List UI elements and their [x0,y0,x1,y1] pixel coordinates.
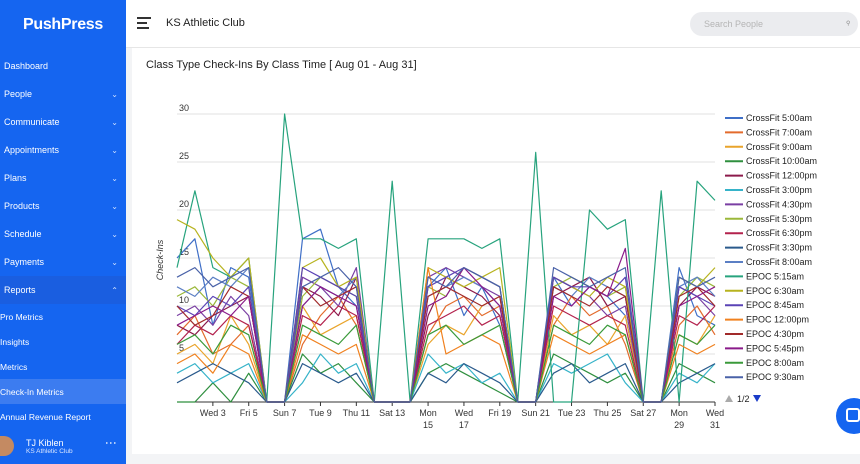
sidebar: PushPress Dashboard People ⌄ Communicate ⌄ Ap… [0,0,126,464]
sidebar-item-label: Schedule [4,229,42,239]
sidebar-item-label: Dashboard [4,61,49,71]
sidebar-item-people[interactable]: People ⌄ [0,80,126,108]
legend-entry[interactable]: CrossFit 5:30pm [746,214,812,224]
y-tick-label: 25 [179,151,189,161]
menu-icon[interactable] [137,17,151,29]
user-profile[interactable]: TJ Kiblen KS Athletic Club ⋮ [0,428,126,464]
y-tick-label: 5 [179,343,184,353]
sidebar-item-label: Payments [4,257,45,267]
legend-next-arrow[interactable] [753,395,761,402]
legend-entry[interactable]: CrossFit 8:00am [746,257,812,267]
legend-page-indicator: 1/2 [737,394,750,404]
sidebar-item-label: Reports [4,285,36,295]
legend-entry[interactable]: CrossFit 9:00am [746,142,812,152]
x-tick-label: 17 [459,420,469,430]
avatar[interactable] [0,436,14,456]
pushpress-logo[interactable]: PushPress [22,16,103,33]
legend-entry[interactable]: CrossFit 6:30pm [746,228,812,238]
search-icon[interactable]: ⚲ [846,21,851,27]
legend-entry[interactable]: EPOC 9:30am [746,372,804,382]
legend-entry[interactable]: EPOC 4:30pm [746,329,804,339]
x-tick-label: Mon [419,408,437,418]
x-tick-label: Sat 13 [379,408,405,418]
x-tick-label: Wed [455,408,473,418]
sidebar-item-label: Products [4,201,40,211]
x-tick-label: Thu 11 [343,408,370,418]
x-tick-label: 31 [710,420,720,430]
sidebar-item-communicate[interactable]: Communicate ⌄ [0,108,126,136]
submenu-item[interactable]: Metrics [0,361,28,372]
chevron-down-icon: ⌄ [111,89,118,99]
chat-button[interactable] [836,398,860,434]
chevron-down-icon: ⌄ [111,201,118,211]
sidebar-item-schedule[interactable]: Schedule ⌄ [0,220,126,248]
legend-entry[interactable]: CrossFit 12:00pm [746,171,817,181]
y-axis-label: Check-Ins [155,239,165,280]
y-tick-label: 10 [179,295,189,305]
legend-prev-arrow[interactable] [725,395,733,402]
search-input[interactable] [690,12,858,36]
x-tick-label: Fri 19 [488,408,511,418]
legend-entry[interactable]: CrossFit 3:00pm [746,185,812,195]
x-tick-label: Mon [670,408,688,418]
sidebar-item-plans[interactable]: Plans ⌄ [0,164,126,192]
report-card: Class Type Check-Ins By Class Time [ Aug… [132,48,860,454]
sidebar-item-reports[interactable]: Reports ⌃ [0,276,126,304]
legend-entry[interactable]: EPOC 8:45am [746,300,804,310]
series-line [176,267,716,403]
chevron-down-icon: ⌄ [111,257,118,267]
x-tick-label: 29 [674,420,684,430]
x-tick-label: Tue 9 [309,408,332,418]
submenu-item[interactable]: Insights [0,336,30,347]
legend-entry[interactable]: CrossFit 10:00am [746,156,817,166]
x-tick-label: Sat 27 [630,408,656,418]
x-tick-label: Fri 5 [240,408,258,418]
x-tick-label: Tue 23 [558,408,586,418]
y-tick-label: 20 [179,199,189,209]
chevron-down-icon: ⌄ [111,229,118,239]
chevron-down-icon: ⌄ [111,117,118,127]
legend-entry[interactable]: CrossFit 5:00am [746,113,812,123]
legend-entry[interactable]: EPOC 5:15am [746,271,804,281]
chevron-up-icon: ⌃ [111,285,118,295]
sidebar-item-label: Communicate [4,117,60,127]
submenu-item[interactable]: Annual Revenue Report [0,411,91,422]
x-tick-label: Wed 3 [200,408,226,418]
user-name: TJ Kiblen [26,437,64,448]
x-tick-label: Wed [706,408,724,418]
sidebar-item-appointments[interactable]: Appointments ⌄ [0,136,126,164]
legend-entry[interactable]: CrossFit 3:30pm [746,243,812,253]
legend-entry[interactable]: EPOC 5:45pm [746,343,804,353]
club-name: KS Athletic Club [166,17,245,29]
sidebar-item-dashboard[interactable]: Dashboard [0,52,126,80]
top-bar: KS Athletic Club ⚲ [126,0,860,48]
chevron-down-icon: ⌄ [111,173,118,183]
submenu-item[interactable]: Pro Metrics [0,311,43,322]
x-tick-label: Sun 21 [521,408,550,418]
y-tick-label: 15 [179,247,189,257]
legend-entry[interactable]: CrossFit 7:00am [746,127,812,137]
sidebar-item-label: Appointments [4,145,60,155]
user-club: KS Athletic Club [26,447,73,455]
line-chart: 5 10 15 20 25 30 Check-Ins Wed 3 Fri 5 Sun 7 Tue 9… [155,103,817,430]
x-tick-label: 15 [423,420,433,430]
legend-entry[interactable]: EPOC 6:30am [746,286,804,296]
sidebar-item-payments[interactable]: Payments ⌄ [0,248,126,276]
sidebar-item-label: Plans [4,173,27,183]
more-options-icon[interactable]: ⋮ [104,437,118,449]
legend-entry[interactable]: CrossFit 4:30pm [746,199,812,209]
y-tick-label: 30 [179,103,189,113]
chevron-down-icon: ⌄ [111,145,118,155]
chat-icon [846,408,860,422]
submenu-item[interactable]: Check-In Metrics [0,379,126,404]
legend-entry[interactable]: EPOC 12:00pm [746,315,809,325]
sidebar-item-label: People [4,89,33,99]
sidebar-item-products[interactable]: Products ⌄ [0,192,126,220]
legend-entry[interactable]: EPOC 8:00am [746,358,804,368]
x-tick-label: Thu 25 [593,408,621,418]
x-tick-label: Sun 7 [273,408,297,418]
chart-title: Class Type Check-Ins By Class Time [ Aug… [146,59,417,71]
